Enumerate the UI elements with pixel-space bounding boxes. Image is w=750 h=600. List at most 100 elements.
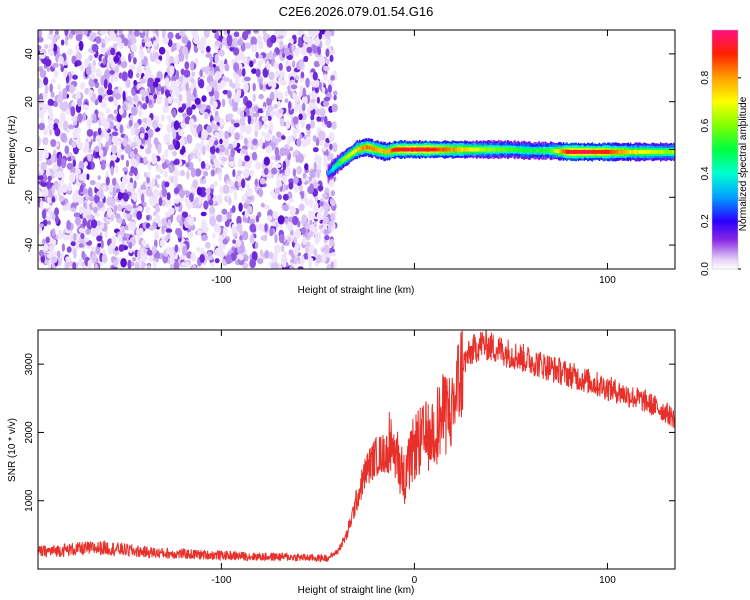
noise-speckle	[112, 177, 117, 186]
noise-speckle	[132, 203, 137, 209]
track-cell	[482, 147, 485, 152]
noise-speckle	[100, 48, 107, 53]
track-cell	[671, 149, 674, 154]
track-cell	[625, 149, 627, 154]
noise-speckle	[298, 113, 303, 121]
track-cell	[540, 148, 543, 153]
noise-speckle	[265, 132, 272, 142]
track-cell	[664, 150, 667, 154]
noise-speckle	[164, 97, 169, 108]
track-cell	[582, 150, 584, 154]
noise-speckle	[195, 143, 202, 151]
noise-speckle	[148, 225, 155, 231]
noise-speckle	[91, 43, 99, 53]
noise-speckle	[172, 175, 177, 184]
noise-speckle	[104, 132, 110, 141]
noise-speckle	[51, 184, 56, 195]
noise-speckle	[138, 227, 144, 236]
track-cell	[654, 149, 656, 154]
noise-speckle	[47, 175, 52, 182]
track-cell	[334, 164, 337, 169]
noise-speckle	[100, 100, 107, 109]
noise-speckle	[271, 222, 276, 227]
noise-speckle	[276, 91, 284, 101]
noise-speckle	[206, 187, 211, 196]
noise-speckle	[315, 108, 322, 116]
track-cell	[628, 150, 631, 154]
track-cell	[480, 147, 482, 152]
noise-speckle	[131, 141, 138, 148]
noise-speckle	[43, 76, 49, 86]
track-cell	[436, 147, 438, 152]
noise-speckle	[263, 33, 268, 42]
track-cell	[665, 150, 668, 154]
noise-speckle	[164, 181, 170, 188]
noise-speckle	[140, 184, 147, 191]
noise-speckle	[200, 211, 207, 217]
noise-speckle	[308, 230, 314, 238]
track-cell	[534, 148, 537, 153]
colorbar-tick-label: 0.6	[700, 118, 711, 132]
noise-speckle	[43, 244, 49, 250]
noise-speckle	[176, 42, 181, 51]
track-cell	[584, 149, 587, 154]
noise-speckle	[127, 69, 134, 79]
track-cell	[459, 147, 462, 152]
noise-speckle	[302, 236, 307, 246]
noise-speckle	[245, 100, 253, 109]
track-cell	[539, 148, 542, 153]
noise-speckle	[277, 100, 281, 107]
noise-speckle	[267, 98, 273, 104]
noise-speckle	[311, 210, 315, 221]
noise-speckle	[244, 137, 248, 146]
noise-speckle	[318, 82, 323, 90]
noise-speckle	[38, 44, 42, 51]
noise-speckle	[193, 87, 197, 98]
track-cell	[361, 146, 363, 151]
colorbar-label: Normalized spectral amplitude	[738, 96, 749, 231]
track-cell	[663, 150, 665, 154]
noise-speckle	[309, 183, 314, 192]
noise-speckle	[145, 206, 151, 213]
noise-speckle	[88, 196, 96, 202]
noise-speckle	[50, 256, 58, 264]
noise-speckle	[111, 131, 119, 137]
noise-speckle	[313, 60, 320, 68]
noise-speckle	[294, 247, 299, 257]
noise-speckle	[107, 36, 113, 42]
noise-speckle	[141, 193, 145, 204]
noise-speckle	[286, 221, 294, 232]
noise-speckle	[315, 202, 319, 212]
y-tick-label: -20	[24, 190, 35, 205]
track-cell	[486, 147, 488, 152]
noise-speckle	[158, 123, 163, 129]
colorbar: 0.0 0.2 0.4 0.6 0.8 Normalized spectral ampl…	[700, 29, 749, 276]
noise-speckle	[259, 177, 266, 185]
noise-speckle	[160, 113, 166, 122]
noise-speckle	[132, 193, 138, 202]
track-cell	[338, 161, 340, 165]
noise-speckle	[303, 34, 309, 43]
noise-speckle	[145, 147, 152, 155]
noise-speckle	[183, 69, 191, 78]
noise-speckle	[38, 136, 41, 147]
noise-speckle	[226, 34, 233, 45]
noise-speckle	[93, 78, 98, 84]
noise-speckle	[257, 60, 262, 69]
noise-speckle	[108, 184, 113, 193]
spectrogram-noise	[38, 30, 338, 269]
noise-speckle	[200, 36, 207, 46]
noise-speckle	[125, 160, 130, 168]
noise-speckle	[58, 195, 65, 202]
noise-speckle	[72, 159, 77, 168]
noise-speckle	[205, 241, 211, 249]
noise-speckle	[74, 127, 82, 134]
noise-speckle	[240, 149, 248, 154]
noise-speckle	[155, 59, 161, 65]
noise-speckle	[292, 168, 297, 178]
noise-speckle	[127, 259, 132, 269]
noise-speckle	[159, 239, 165, 247]
noise-speckle	[246, 183, 250, 190]
noise-speckle	[90, 219, 98, 229]
noise-speckle	[328, 247, 336, 254]
